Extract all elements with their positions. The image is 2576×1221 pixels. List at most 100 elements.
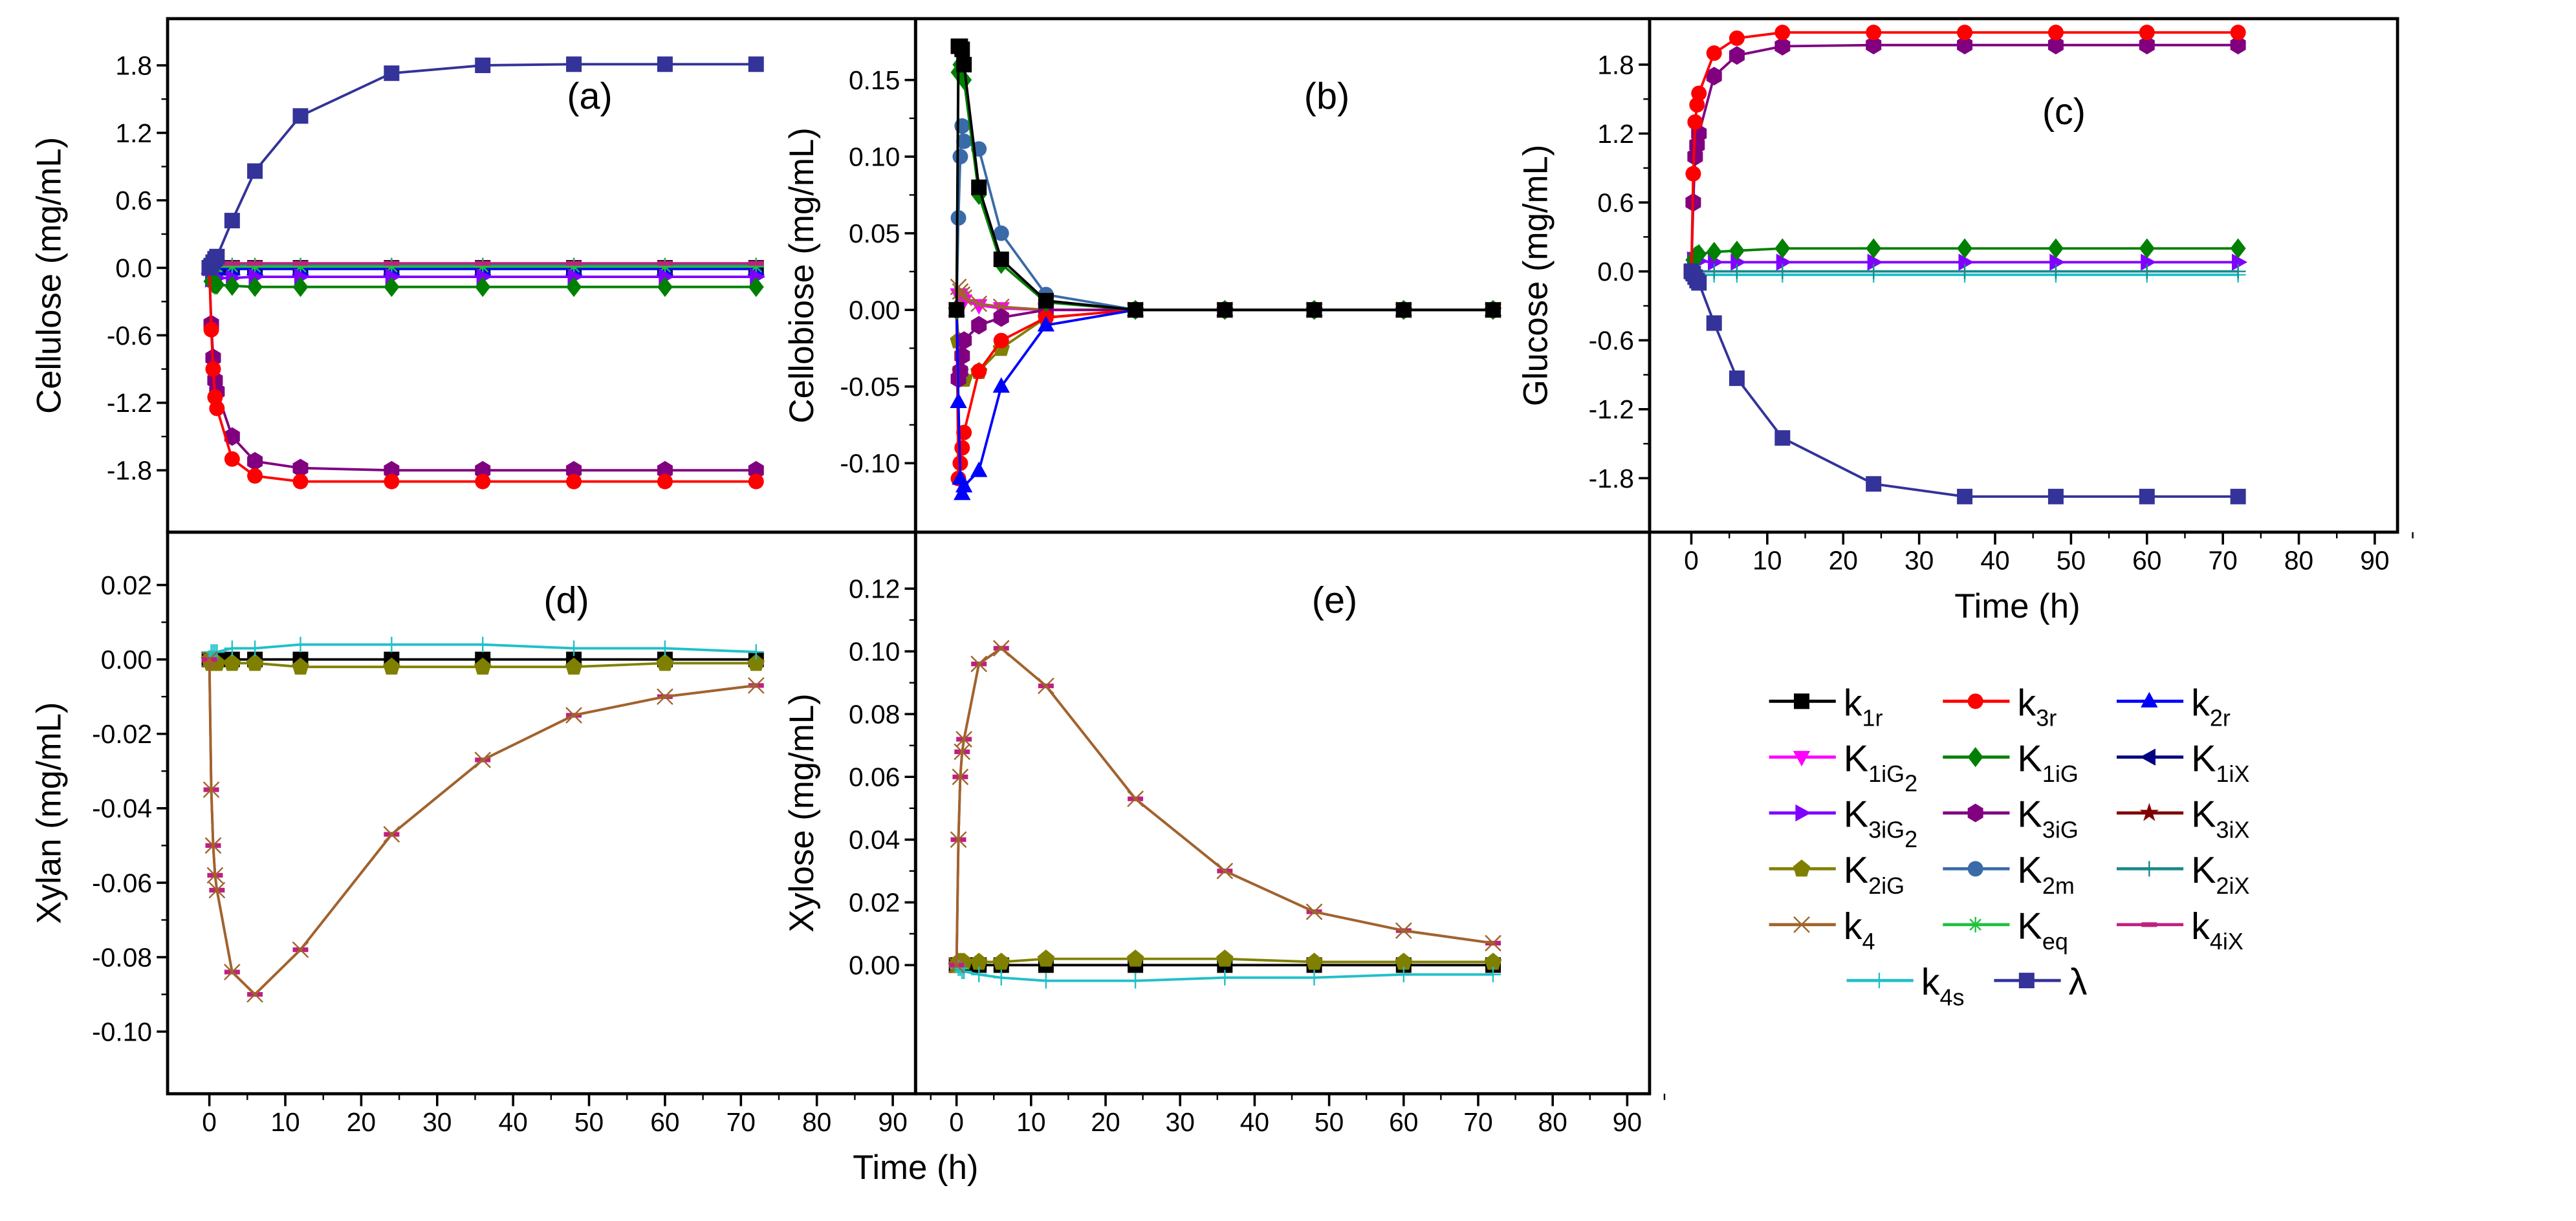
data-point-k2r	[950, 393, 967, 408]
data-point-K2iG	[383, 657, 400, 675]
data-point-k4s	[1128, 973, 1144, 989]
data-point-K1iG	[1706, 241, 1722, 263]
data-point-k4	[1127, 790, 1144, 808]
series-lambda	[1683, 263, 2246, 504]
data-point-k3r	[1689, 97, 1705, 113]
panel-b: 0.15 0.10 0.05 0.00 -0.05 -0.10 Cellobiose (mg…	[783, 17, 1652, 534]
data-point-k3r	[203, 321, 219, 338]
x-tick-label: 70	[726, 1107, 756, 1137]
data-point-K1iG	[1957, 238, 1973, 259]
x-tick-label: 30	[1905, 545, 1934, 575]
series-line-k2r	[955, 308, 1494, 495]
data-point-k1r	[1217, 302, 1233, 318]
legend-label: k3r	[2017, 682, 2057, 731]
data-point-K1iG	[384, 277, 400, 297]
y-tick-label: 0.10	[849, 637, 900, 667]
data-point-K3iG	[971, 316, 987, 335]
data-point-K3iG	[1706, 67, 1722, 86]
data-point-k3r	[2230, 25, 2246, 41]
panel-e: 0.12 0.10 0.08 0.06 0.04 0.02 0.00 Xylose (mg/m…	[783, 530, 1666, 1137]
data-point-k1r	[993, 251, 1009, 267]
data-point-k1r	[1128, 302, 1144, 318]
legend-marker-K2iG	[1793, 859, 1811, 877]
legend-marker-k4	[1793, 916, 1810, 933]
x-tick-label: 60	[650, 1107, 679, 1137]
panel-title: (e)	[1312, 580, 1357, 621]
data-point-K1iG	[2047, 238, 2064, 259]
data-point-Keq	[566, 259, 582, 275]
data-point-k4s	[1217, 969, 1233, 986]
data-point-k3r	[657, 473, 673, 490]
data-point-k1r	[1306, 302, 1322, 318]
legend: k1r k3r k2r K1iG2 K1iG K1iX K3iG2 K3iG K3iX K2iG K…	[1769, 682, 2250, 1011]
y-axis-label: Xylan (mg/mL)	[30, 702, 69, 924]
data-point-k1r	[1038, 292, 1054, 308]
data-point-k1r	[1395, 302, 1412, 318]
x-tick-label: 20	[347, 1107, 376, 1137]
series-K1iG	[948, 54, 1501, 320]
y-tick-label: 0.0	[115, 254, 152, 283]
data-point-k4s	[748, 644, 764, 660]
data-point-k4iX	[566, 261, 582, 266]
y-tick-label: -0.08	[92, 942, 152, 972]
data-point-k4iX	[224, 261, 240, 266]
data-point-lambda	[1691, 275, 1707, 291]
panel-d: 0.02 0.00 -0.02 -0.04 -0.06 -0.08 -0.10 Xylan (…	[30, 530, 932, 1137]
data-point-k4	[208, 881, 226, 899]
data-point-k4iX	[657, 261, 673, 266]
legend-marker-k4s	[1871, 973, 1887, 989]
series-line-K3iG	[208, 268, 756, 472]
series-line-k4iX	[955, 646, 1494, 966]
data-point-K2iG	[992, 953, 1010, 970]
data-point-Keq	[657, 259, 673, 275]
data-point-k2r	[992, 377, 1010, 393]
legend-item-K3iG: K3iG	[1943, 794, 2079, 843]
data-point-K2iX	[1866, 263, 1882, 279]
legend-label: k4s	[1921, 962, 1965, 1011]
y-tick-label: -0.6	[1589, 326, 1634, 356]
data-point-K1iG	[247, 277, 263, 297]
data-point-k3r	[566, 473, 582, 490]
data-point-k3r	[292, 473, 309, 490]
y-tick-label: 0.02	[849, 888, 900, 918]
legend-item-Keq: Keq	[1943, 905, 2068, 955]
data-point-K2iX	[1774, 263, 1791, 279]
series-line-lambda	[1690, 270, 2238, 498]
data-point-K2iX	[2139, 263, 2155, 279]
data-point-K2iG	[970, 953, 988, 970]
x-tick-label: 50	[574, 1107, 604, 1137]
legend-label: K3iG2	[1844, 794, 1917, 852]
data-point-k4	[383, 826, 400, 843]
legend-label: K1iG	[2017, 738, 2078, 787]
data-point-k3r	[384, 473, 400, 490]
data-point-K2iG	[656, 654, 674, 671]
data-point-lambda	[657, 56, 673, 72]
legend-item-K3iX: K3iX	[2116, 794, 2250, 843]
data-point-K2iG	[223, 654, 241, 671]
legend-item-K1iG: K1iG	[1943, 738, 2079, 787]
data-point-K2iG	[1484, 953, 1502, 970]
data-point-k4	[201, 651, 218, 668]
legend-label: K2iG	[1844, 850, 1905, 899]
legend-label: K2m	[2017, 850, 2074, 899]
data-point-K1iG	[1866, 238, 1882, 259]
data-point-Keq	[292, 259, 309, 275]
y-tick-label: -1.8	[107, 456, 152, 486]
legend-item-k4: k4	[1769, 905, 1875, 955]
data-point-K3iG	[292, 459, 309, 478]
y-tick-label: 0.6	[1597, 188, 1634, 217]
x-axis-label: Time (h)	[853, 1149, 978, 1187]
y-tick-label: -0.05	[840, 372, 900, 402]
data-point-K2m	[952, 149, 968, 165]
data-point-k4s	[993, 969, 1009, 986]
data-point-K2iX	[2230, 263, 2246, 279]
legend-marker-k4iX	[2141, 922, 2157, 927]
data-point-Keq	[384, 259, 400, 275]
data-point-K3iG	[224, 427, 240, 446]
data-point-k3r	[247, 468, 263, 484]
data-point-k3r	[1774, 25, 1791, 41]
data-point-K2iG	[1395, 953, 1412, 970]
data-point-k4iX	[748, 261, 764, 266]
series-k4	[201, 651, 765, 1003]
data-point-k2r	[955, 477, 973, 493]
